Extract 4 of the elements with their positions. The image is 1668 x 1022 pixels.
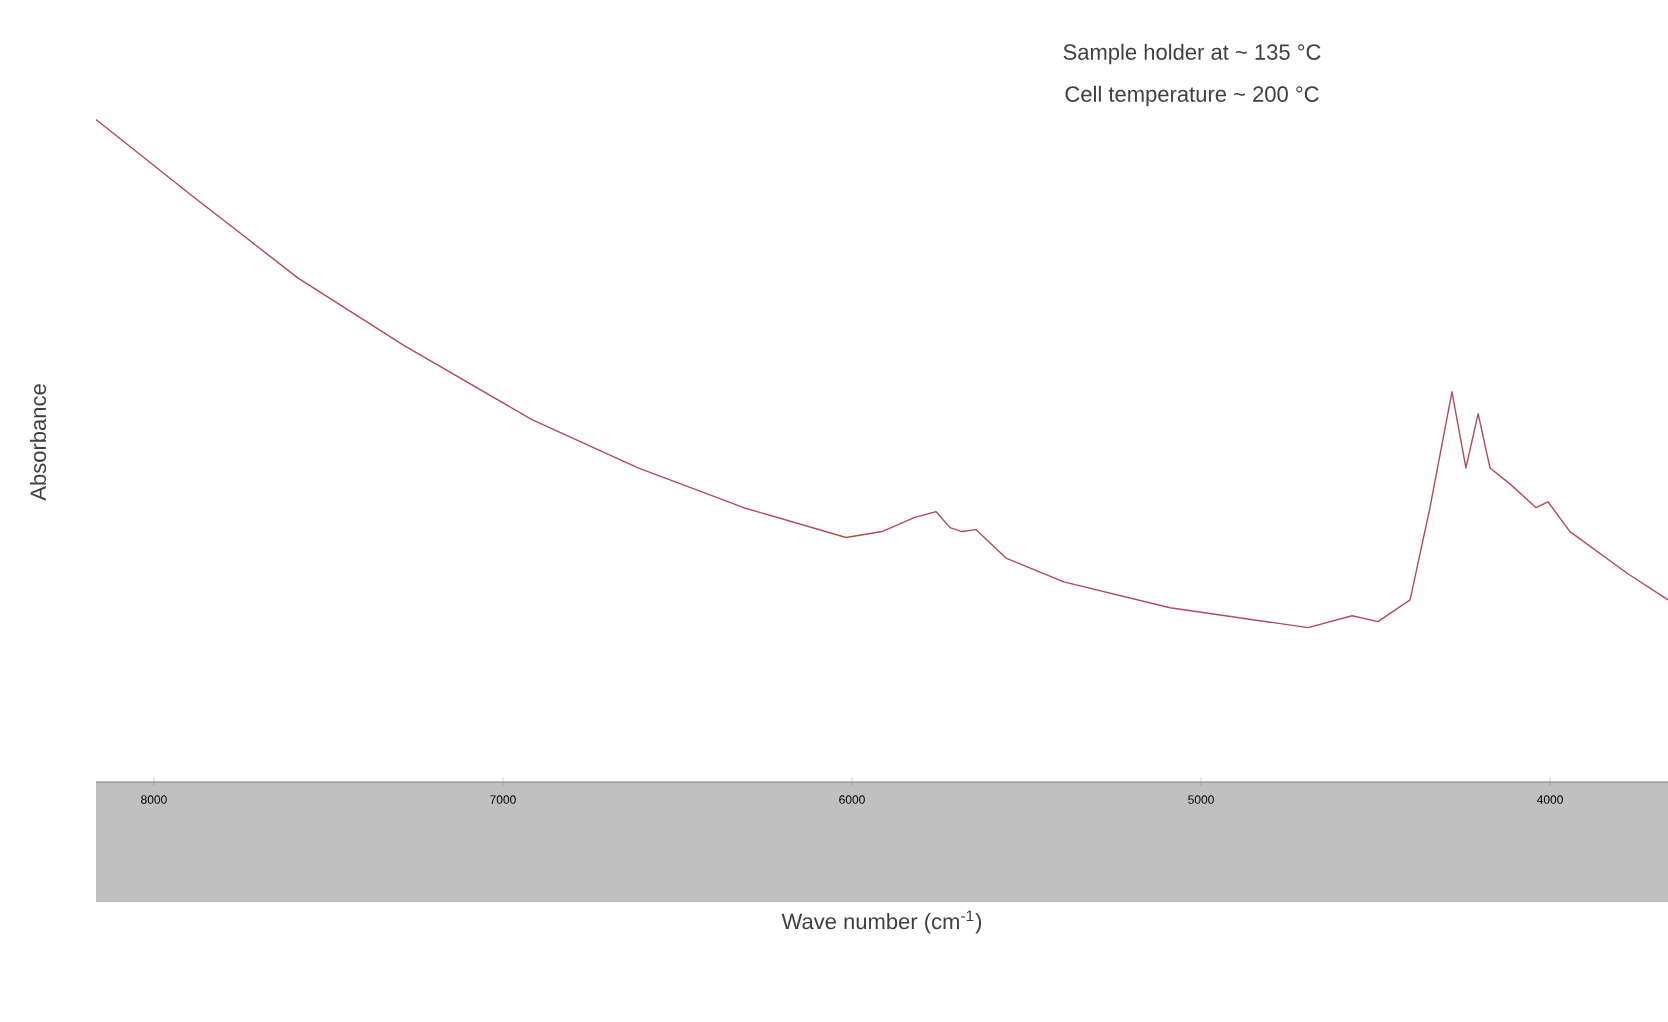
x-axis-title: Wave number (cm$^{-1}$) (781, 910, 982, 934)
y-axis-title: Absorbance (29, 384, 47, 501)
text: Cell temperature ~ 200 °C (1065, 85, 1319, 107)
text: Sample holder at ~ 135 °C (1063, 43, 1321, 65)
